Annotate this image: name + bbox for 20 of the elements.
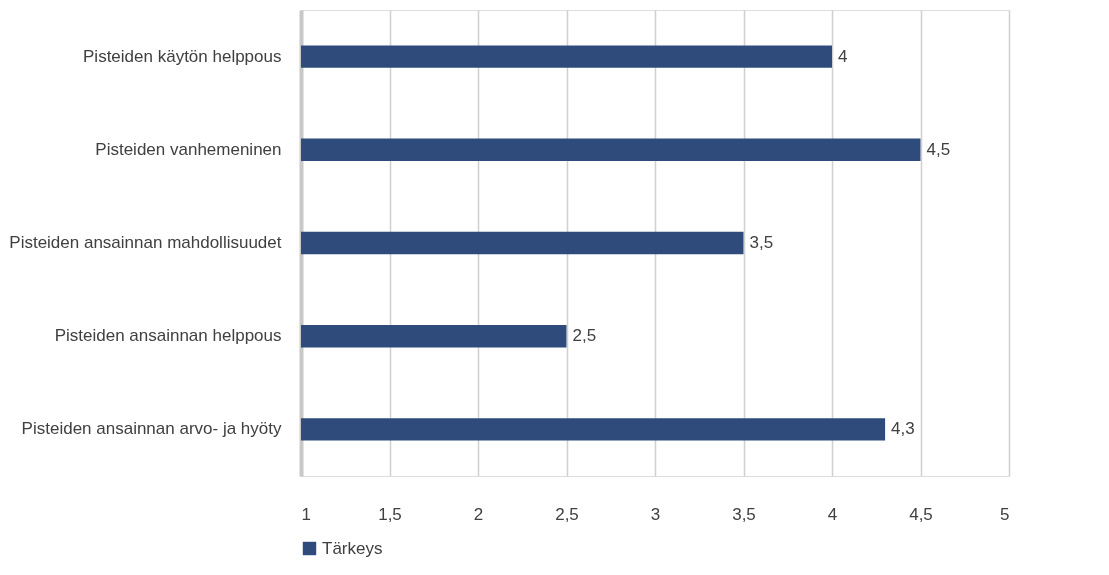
x-tick-label: 1,5 xyxy=(378,504,402,524)
x-tick-label: 5 xyxy=(1000,504,1010,524)
y-tick-label: Pisteiden ansainnan mahdollisuudet xyxy=(9,233,282,252)
data-label: 4,5 xyxy=(926,139,951,159)
x-tick-label: 2 xyxy=(473,504,484,524)
data-label: 4 xyxy=(838,46,848,66)
x-tick-label: 4 xyxy=(827,504,838,524)
y-tick-label: Pisteiden käytön helppous xyxy=(83,46,282,66)
x-tick-label: 3 xyxy=(650,504,661,524)
data-label: 3,5 xyxy=(749,233,774,252)
x-tick-label: 3,5 xyxy=(732,504,756,524)
x-tick-label: 2,5 xyxy=(555,504,579,524)
y-tick-label: Pisteiden vanhemeninen xyxy=(95,139,282,159)
x-tick-label: 4,5 xyxy=(909,504,933,524)
legend-label: Tärkeys xyxy=(322,538,383,558)
y-tick-label: Pisteiden ansainnan helppous xyxy=(54,326,282,346)
x-tick-label: 1 xyxy=(301,504,311,524)
data-label: 4,3 xyxy=(891,419,915,439)
y-tick-label: Pisteiden ansainnan arvo- ja hyöty xyxy=(21,419,282,439)
data-label: 2,5 xyxy=(572,326,597,346)
